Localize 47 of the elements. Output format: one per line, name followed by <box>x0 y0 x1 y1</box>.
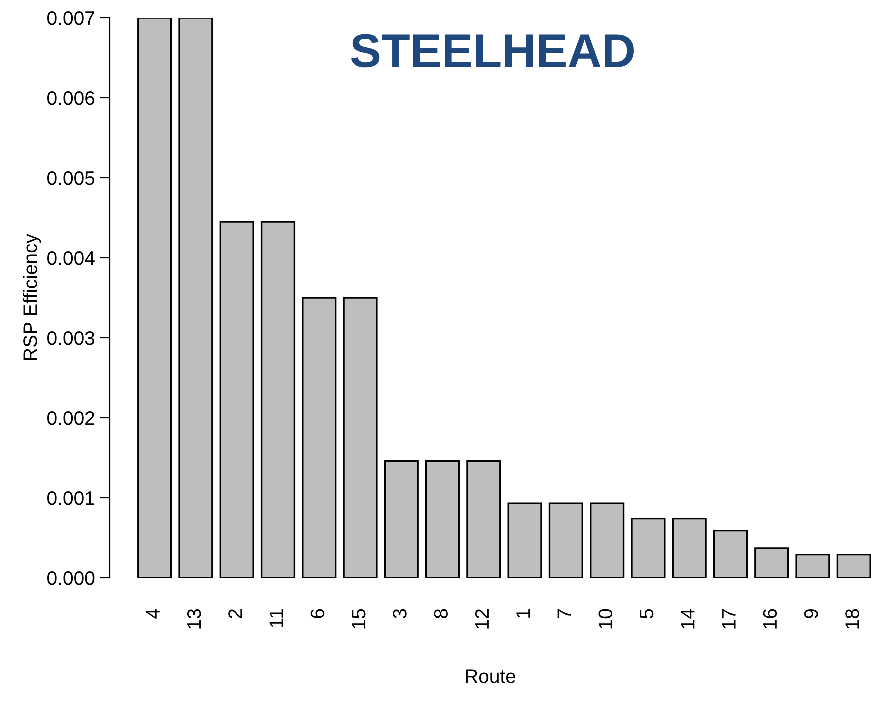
bar <box>754 548 790 578</box>
x-tick-label: 16 <box>763 609 778 629</box>
x-tick-label: 2 <box>228 610 242 618</box>
bar <box>548 502 584 578</box>
x-tick-label: 15 <box>352 609 366 629</box>
x-tick-label: 1 <box>516 610 530 618</box>
y-tick-label: 0.004 <box>48 251 95 266</box>
chart-title: STEELHEAD <box>351 34 634 68</box>
y-tick-label: 0.002 <box>48 411 94 426</box>
x-tick-label: 13 <box>187 609 202 629</box>
x-tick-label: 10 <box>598 609 613 629</box>
x-axis-title: Route <box>466 670 516 684</box>
bar <box>713 530 748 578</box>
x-tick-label: 6 <box>310 609 325 618</box>
y-tick-label: 0.003 <box>48 331 95 346</box>
bar <box>260 221 296 578</box>
bar <box>302 297 337 578</box>
bar <box>796 554 830 578</box>
x-tick-label: 11 <box>270 610 284 628</box>
x-tick-label: 18 <box>846 609 860 629</box>
bar <box>425 460 460 578</box>
x-tick-label: 14 <box>681 609 695 629</box>
y-axis-title: RSP Efficiency <box>23 234 42 360</box>
x-tick-label: 17 <box>722 610 736 629</box>
x-tick-label: 5 <box>640 609 654 619</box>
bar <box>138 18 172 578</box>
bar <box>343 297 378 578</box>
x-tick-label: 8 <box>434 609 448 619</box>
y-tick-label: 0.007 <box>48 11 94 26</box>
x-tick-label: 9 <box>804 609 818 618</box>
y-tick-label: 0.006 <box>48 91 95 106</box>
bar <box>590 502 625 578</box>
bar <box>466 460 502 578</box>
y-tick-label: 0.000 <box>48 571 95 586</box>
y-tick-label: 0.001 <box>48 491 94 506</box>
bar <box>508 502 542 578</box>
bar <box>220 221 254 578</box>
bar <box>178 18 214 578</box>
bar <box>384 460 419 578</box>
bar <box>631 518 666 578</box>
x-tick-label: 4 <box>146 609 160 619</box>
x-tick-label: 3 <box>393 609 407 619</box>
x-tick-label: 7 <box>558 610 572 618</box>
y-tick-label: 0.005 <box>48 171 95 186</box>
x-tick-label: 12 <box>475 610 489 629</box>
bar <box>672 518 707 578</box>
bar <box>836 554 871 578</box>
